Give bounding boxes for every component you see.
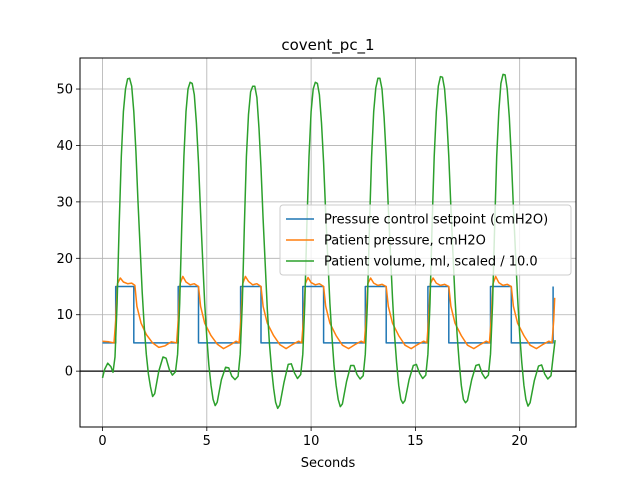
y-tick-label: 50 — [56, 83, 73, 98]
x-tick-label: 5 — [203, 434, 211, 449]
y-tick-label: 0 — [65, 365, 73, 380]
y-axis: 0 10 20 30 40 50 — [56, 83, 80, 380]
y-tick-label: 20 — [56, 252, 73, 267]
x-tick-label: 20 — [511, 434, 528, 449]
x-tick-label: 15 — [407, 434, 424, 449]
y-tick-label: 10 — [56, 308, 73, 323]
x-axis: 0 5 10 15 20 — [98, 427, 528, 449]
legend-label-1: Pressure control setpoint (cmH2O) — [324, 213, 548, 228]
x-axis-label: Seconds — [301, 456, 356, 471]
chart-title: covent_pc_1 — [281, 36, 374, 55]
plot-frame — [79, 57, 577, 428]
x-tick-label: 10 — [303, 434, 320, 449]
legend: Pressure control setpoint (cmH2O) Patient… — [279, 204, 572, 276]
y-tick-label: 40 — [56, 139, 73, 154]
y-tick-label: 30 — [56, 195, 73, 210]
legend-label-2: Patient pressure, cmH2O — [324, 234, 486, 249]
legend-label-3: Patient volume, ml, scaled / 10.0 — [324, 255, 538, 270]
legend-box — [279, 204, 572, 276]
x-tick-label: 0 — [98, 434, 106, 449]
